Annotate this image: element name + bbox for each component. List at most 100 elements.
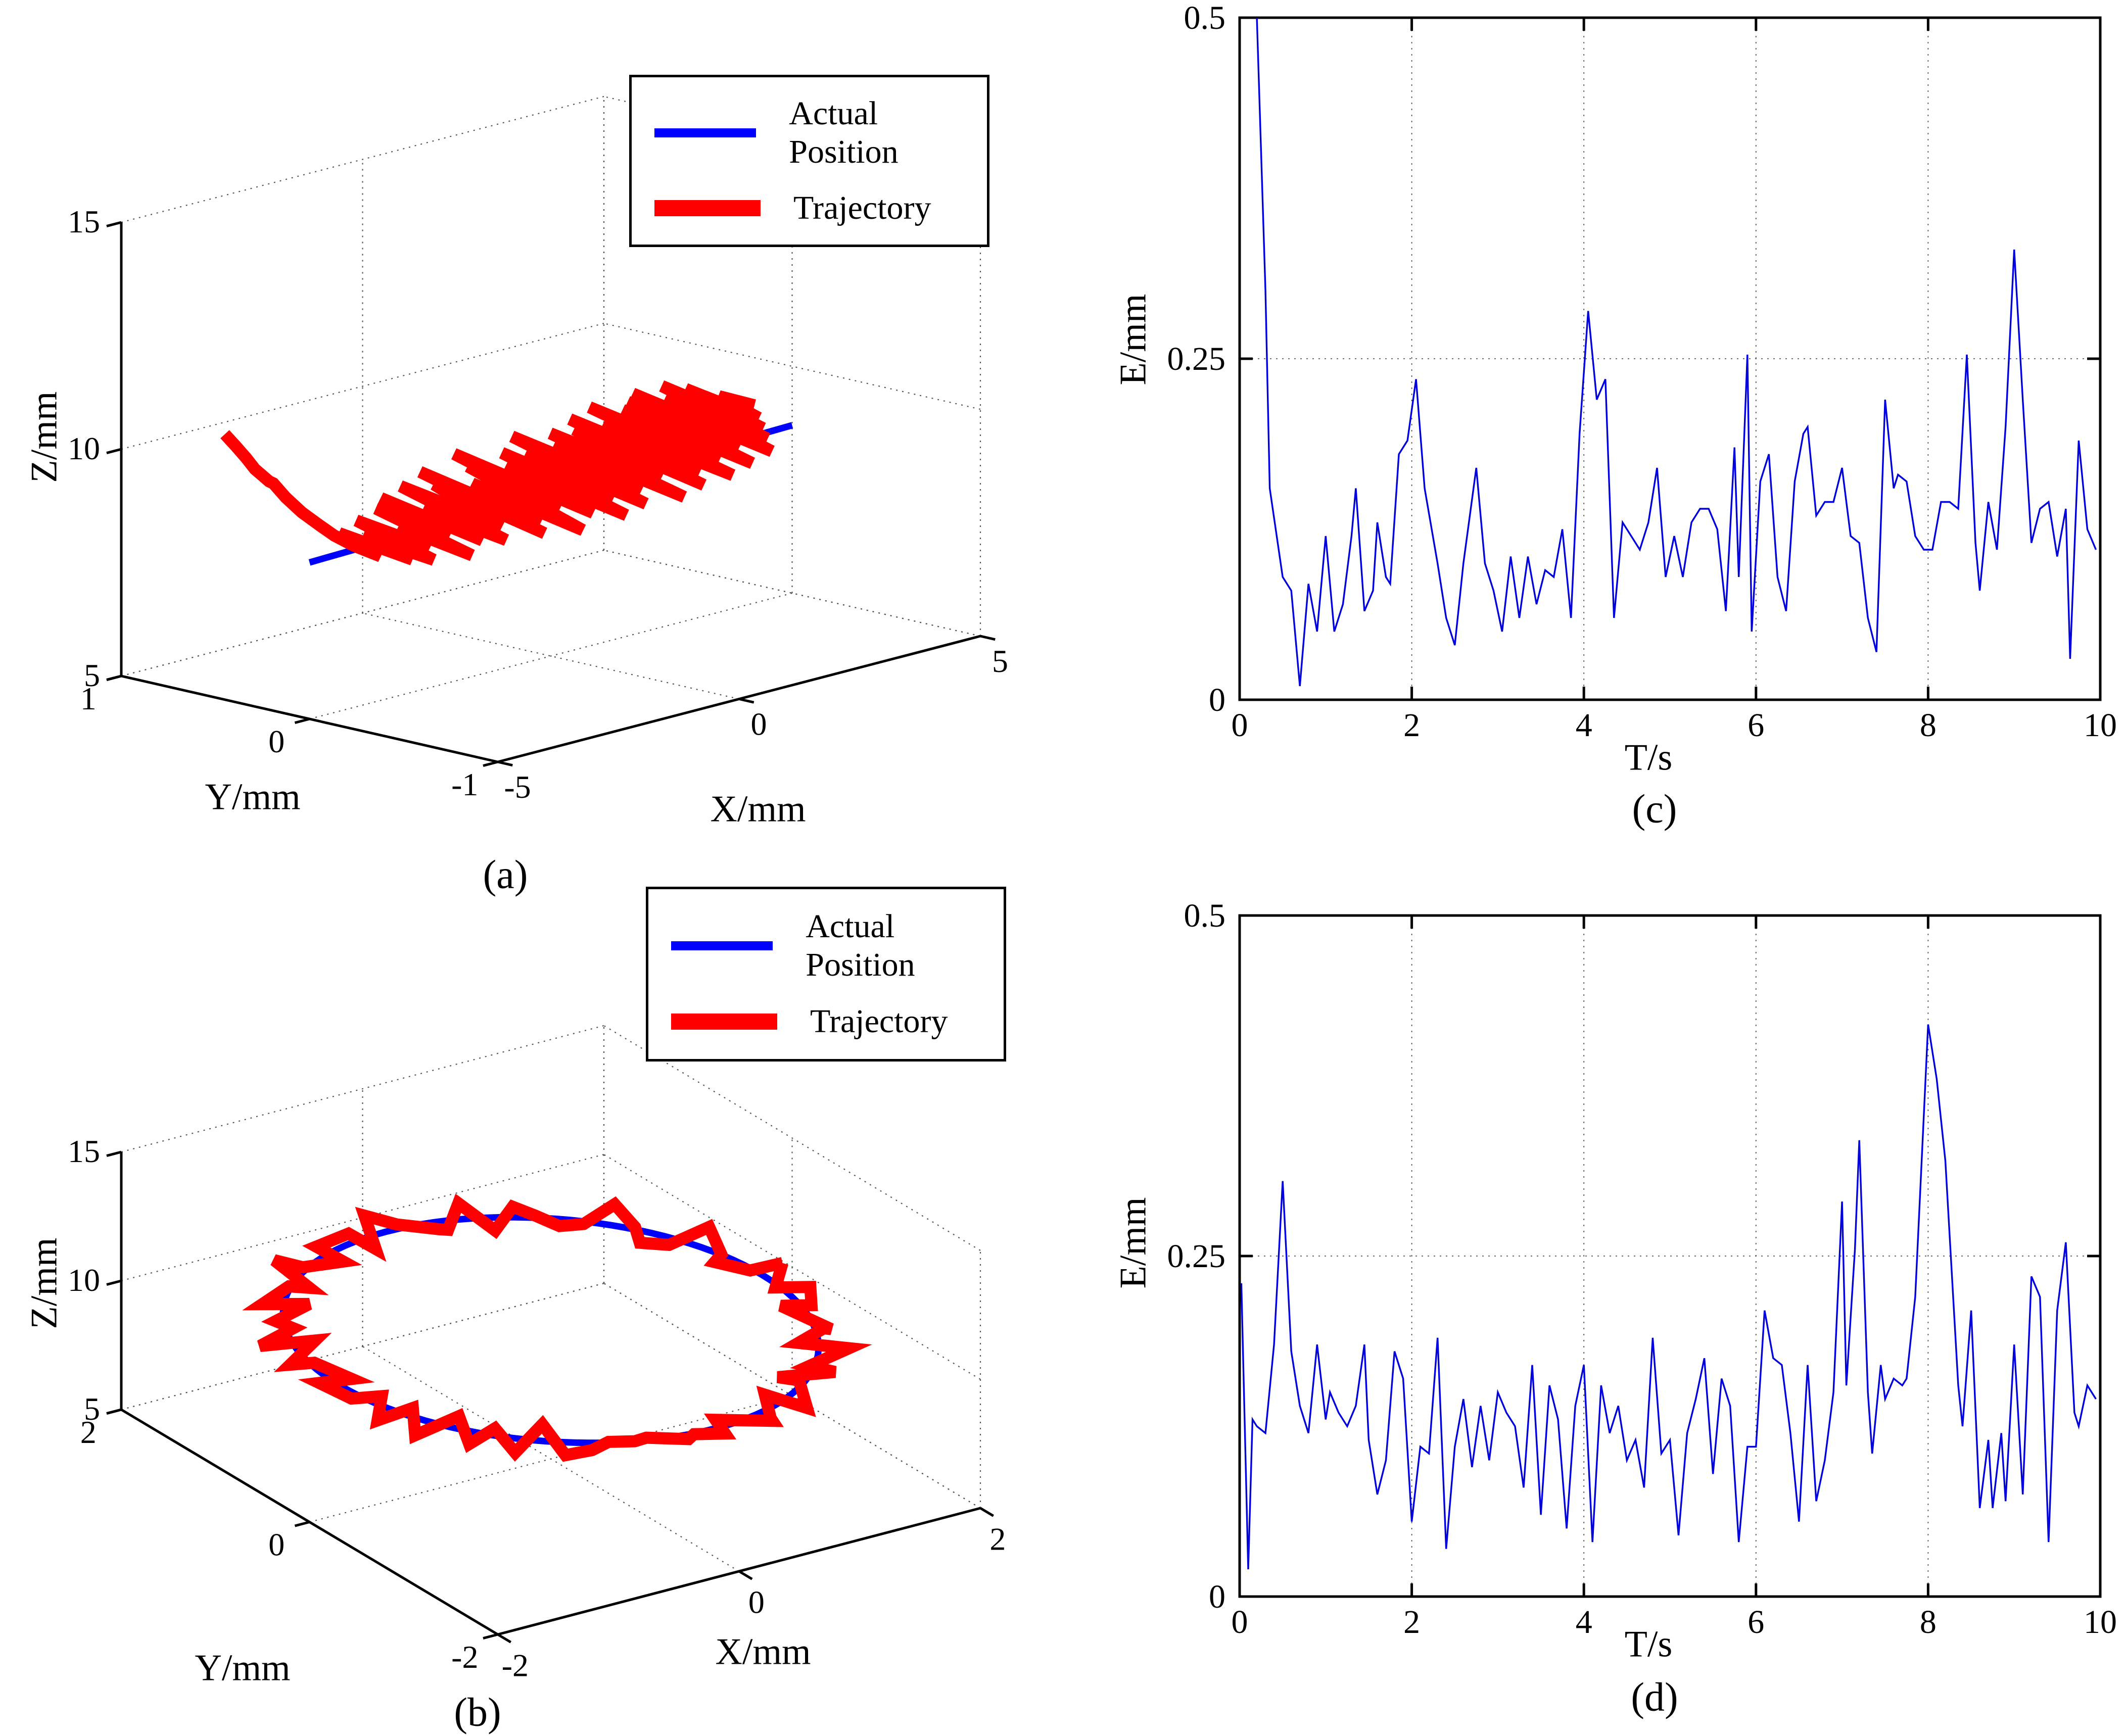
y-tick-label: -2 — [451, 1639, 478, 1675]
y-tick — [483, 1633, 498, 1640]
legend-label: Actual Position — [789, 95, 899, 171]
x-tick-label: 0 — [748, 1584, 765, 1620]
y-tick-label: 1 — [80, 681, 97, 716]
y-tick-label: 0.5 — [1184, 0, 1226, 36]
trajectory-swatch — [671, 1014, 777, 1030]
z-tick-label: 15 — [68, 1133, 100, 1169]
y-tick-label: 0.5 — [1184, 897, 1226, 934]
y-tick — [294, 1521, 310, 1527]
grid-line — [362, 612, 739, 700]
x-tick-label: 2 — [1403, 707, 1420, 744]
z-tick — [106, 1408, 122, 1415]
y-tick-label: 0 — [1209, 682, 1225, 718]
x-tick — [497, 760, 513, 767]
grid-line — [121, 322, 604, 450]
z-tick — [106, 1279, 122, 1286]
x-tick-label: 10 — [2084, 1604, 2117, 1641]
x-tick — [979, 1507, 995, 1517]
caption-c: (c) — [1632, 787, 1677, 832]
y-tick-label: 0 — [1209, 1578, 1225, 1615]
x-tick-label: 10 — [2084, 707, 2117, 744]
legend-item-actual-position: Actual Position — [632, 94, 987, 171]
grid-line — [309, 1395, 792, 1523]
y-tick-label: -1 — [451, 766, 478, 802]
y-tick-label: 0 — [268, 724, 285, 759]
x-tick — [738, 1570, 753, 1580]
y-tick-label: 0 — [268, 1526, 285, 1562]
error-curve — [1240, 1024, 2097, 1570]
error-curve — [1256, 17, 2097, 687]
z-axis-label-a: Z/mm — [23, 391, 65, 483]
actual-position-swatch — [654, 128, 757, 138]
x-tick — [980, 635, 996, 641]
x-tick — [497, 1633, 512, 1644]
z-tick — [106, 221, 122, 227]
x-tick-label: 6 — [1748, 707, 1764, 744]
x-tick-label: 2 — [989, 1521, 1006, 1557]
legend-label: Trajectory — [810, 1003, 948, 1040]
z-tick-label: 5 — [84, 657, 100, 693]
caption-b: (b) — [454, 1690, 501, 1735]
series-trajectory — [242, 1193, 872, 1462]
x-tick-label: -5 — [504, 769, 531, 805]
z-tick — [106, 674, 122, 681]
legend-label: Trajectory — [793, 189, 931, 226]
y-axis-label-d: E/mm — [1112, 1197, 1154, 1289]
x-tick-label: 8 — [1920, 707, 1937, 744]
grid-line — [603, 1025, 981, 1251]
caption-d: (d) — [1631, 1675, 1678, 1720]
z-tick — [106, 1150, 122, 1158]
grid-line — [121, 1282, 604, 1411]
grid-line — [603, 322, 981, 410]
series-trajectory — [220, 380, 775, 566]
legend-item-trajectory: Trajectory — [632, 189, 987, 227]
x-tick-label: 0 — [1232, 707, 1248, 744]
x-axis-label-a: X/mm — [710, 788, 806, 830]
x-tick-label: -2 — [502, 1648, 529, 1683]
grid-line — [121, 95, 604, 223]
x-tick-label: 0 — [750, 706, 767, 742]
x-tick-label: 5 — [992, 643, 1008, 679]
x-tick-label: 4 — [1576, 1604, 1592, 1641]
caption-a: (a) — [483, 852, 528, 897]
x-tick-label: 8 — [1920, 1604, 1937, 1641]
y-axis-label-b: Y/mm — [195, 1647, 291, 1689]
z-tick-label: 10 — [68, 1262, 100, 1298]
plot-box — [1238, 914, 2102, 1598]
grid-line — [121, 549, 604, 677]
legend-a: Actual Position Trajectory — [629, 75, 989, 247]
z-tick — [106, 448, 122, 454]
grid-line — [309, 592, 792, 720]
panel-c: 0 2 4 6 8 10 0 0.25 0.5 — [1167, 0, 2117, 744]
z-tick-label: 5 — [84, 1391, 100, 1427]
grid-line — [603, 549, 981, 637]
x-axis-label-d: T/s — [1624, 1623, 1673, 1665]
x-tick-label: 0 — [1232, 1604, 1248, 1641]
series-actual-position — [279, 1214, 822, 1446]
z-tick-label: 15 — [68, 204, 100, 239]
x-tick-label: 2 — [1403, 1604, 1420, 1641]
x-tick-label: 6 — [1748, 1604, 1764, 1641]
x-axis-label-b: X/mm — [715, 1631, 811, 1673]
y-tick-label: 0.25 — [1167, 341, 1226, 377]
trajectory-swatch — [654, 200, 761, 216]
legend-label: Actual Position — [806, 908, 915, 983]
panel-b: -2 0 2 2 0 -2 5 10 15 — [68, 1025, 1006, 1683]
y-tick — [483, 760, 498, 767]
x-axis-label-c: T/s — [1624, 737, 1673, 779]
z-axis-label-b: Z/mm — [23, 1237, 65, 1329]
actual-position-swatch — [671, 941, 773, 950]
grid-line — [121, 1025, 604, 1153]
y-tick — [294, 717, 310, 724]
y-axis-label-a: Y/mm — [205, 776, 301, 818]
y-axis-label-c: E/mm — [1112, 294, 1154, 385]
panel-d: 0 2 4 6 8 10 0 0.25 0.5 — [1167, 897, 2117, 1641]
legend-item-actual-position: Actual Position — [648, 907, 1004, 984]
x-tick — [738, 698, 754, 704]
plot-box — [1238, 16, 2102, 701]
legend-item-trajectory: Trajectory — [648, 1002, 1004, 1041]
grid-line — [603, 1154, 981, 1380]
legend-b: Actual Position Trajectory — [646, 887, 1006, 1062]
